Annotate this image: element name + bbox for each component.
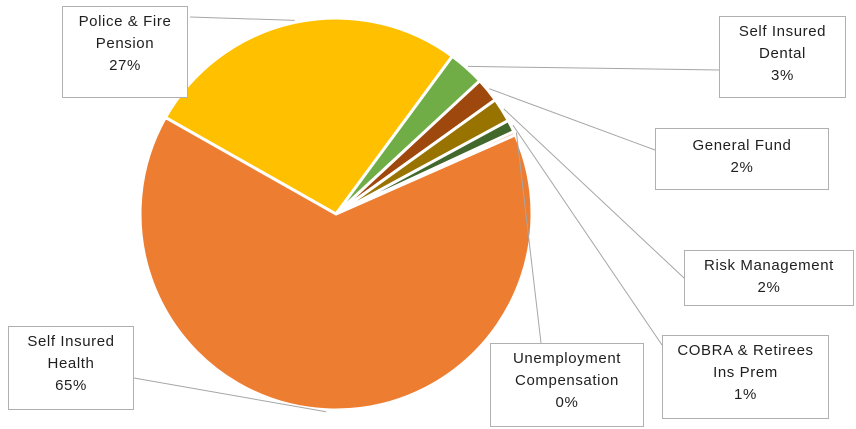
label-line: Compensation: [515, 372, 619, 389]
label-line: Unemployment: [512, 350, 622, 367]
label-self-insured-dental: Self Insured Dental 3%: [719, 16, 846, 98]
label-line: Pension: [95, 35, 155, 52]
label-self-insured-health: Self Insured Health 65%: [8, 326, 134, 410]
slice-police-fire-pension: [163, 16, 455, 216]
leader-line: [512, 124, 663, 346]
label-line: Self Insured: [738, 23, 827, 40]
leader-line: [515, 132, 542, 344]
label-line: Police & Fire: [78, 13, 172, 30]
label-line: Dental: [759, 45, 806, 62]
label-line: Risk Management: [704, 257, 834, 274]
label-percent: 27%: [109, 57, 141, 74]
leader-lines: [133, 16, 720, 413]
label-percent: 2%: [730, 159, 754, 176]
slice-self-insured-health: [138, 115, 534, 412]
pie-slices: [138, 16, 534, 412]
label-line: Health: [47, 355, 95, 372]
label-risk-management: Risk Management 2%: [684, 250, 854, 306]
label-unemployment-compensation: Unemployment Compensation 0%: [490, 343, 644, 427]
label-percent: 0%: [555, 394, 579, 411]
label-percent: 65%: [55, 377, 87, 394]
label-line: COBRA & Retirees: [677, 342, 814, 359]
label-percent: 3%: [771, 67, 794, 84]
label-general-fund: General Fund 2%: [655, 128, 829, 190]
label-percent: 1%: [734, 386, 757, 403]
leader-line: [503, 108, 685, 279]
leader-line: [467, 65, 720, 71]
label-line: Self Insured: [27, 333, 115, 350]
leader-line: [133, 377, 327, 413]
label-line: General Fund: [692, 137, 792, 154]
label-police-fire-pension: Police & Fire Pension 27%: [62, 6, 188, 98]
label-percent: 2%: [757, 279, 781, 296]
label-cobra-retirees: COBRA & Retirees Ins Prem 1%: [662, 335, 829, 419]
leader-line: [489, 88, 656, 151]
leader-line: [189, 16, 295, 21]
label-line: Ins Prem: [713, 364, 778, 381]
